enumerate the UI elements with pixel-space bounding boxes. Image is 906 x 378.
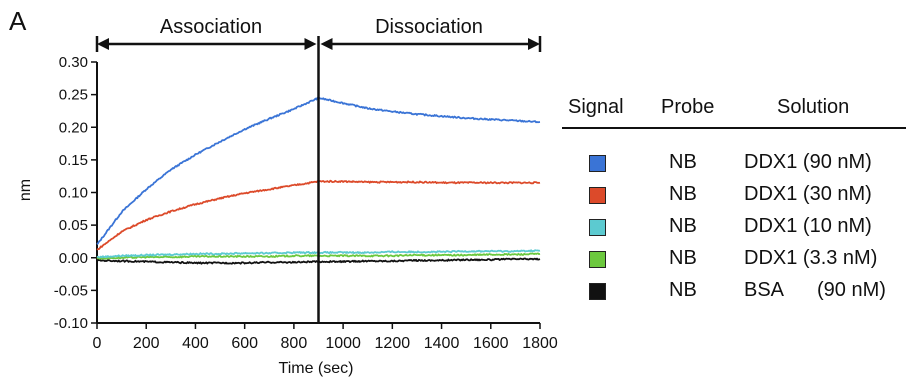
legend-solution: DDX1 (90 nM) — [744, 151, 872, 173]
y-tick-label: 0.30 — [59, 54, 88, 71]
legend-header-solution: Solution — [777, 96, 850, 118]
legend-solution: DDX1 (30 nM) — [744, 183, 872, 205]
legend-solution-concentration: (90 nM) — [817, 279, 886, 301]
x-tick-label: 600 — [231, 335, 258, 352]
x-tick-label: 1800 — [522, 335, 558, 352]
phase-label-association: Association — [160, 16, 262, 38]
x-axis-label: Time (sec) — [279, 360, 354, 377]
binding-kinetics-chart: A Association Dissociation 0 200 400 600 800… — [9, 6, 558, 377]
legend-row: NB DDX1 (90 nM) — [560, 151, 906, 181]
y-tick-label: 0.05 — [59, 217, 88, 234]
legend-probe: NB — [669, 151, 697, 173]
legend-solution: DDX1 (3.3 nM) — [744, 247, 878, 269]
phase-arrow-head — [97, 38, 109, 50]
legend-row: NB BSA (90 nM) — [560, 279, 906, 309]
phase-arrow-head — [304, 38, 317, 50]
legend-swatch — [589, 251, 606, 268]
legend-swatch — [589, 283, 606, 300]
x-tick-label: 1600 — [473, 335, 509, 352]
legend-row: NB DDX1 (10 nM) — [560, 215, 906, 245]
legend-header-signal: Signal — [568, 96, 624, 118]
panel-label: A — [9, 6, 27, 36]
phase-label-dissociation: Dissociation — [375, 16, 483, 38]
legend-swatch — [589, 219, 606, 236]
x-tick-label: 400 — [182, 335, 209, 352]
x-tick-label: 1400 — [424, 335, 460, 352]
legend-header-rule — [562, 127, 906, 129]
phase-arrow-head — [528, 38, 540, 50]
x-tick-label: 200 — [133, 335, 160, 352]
x-tick-label: 800 — [281, 335, 308, 352]
y-axis-label: nm — [17, 179, 34, 201]
legend-row: NB DDX1 (3.3 nM) — [560, 247, 906, 277]
legend-swatch — [589, 187, 606, 204]
x-tick-label: 1200 — [375, 335, 411, 352]
legend-swatch — [589, 155, 606, 172]
y-tick-label: 0.20 — [59, 119, 88, 136]
y-tick-label: 0.10 — [59, 185, 88, 202]
y-tick-label: -0.05 — [54, 282, 88, 299]
legend-solution: DDX1 (10 nM) — [744, 215, 872, 237]
x-tick-labels: 0 200 400 600 800 1000 1200 1400 1600 1800 — [93, 335, 558, 352]
phase-arrow-head — [320, 38, 333, 50]
y-tick-label: 0.25 — [59, 87, 88, 104]
y-tick-label: 0.15 — [59, 152, 88, 169]
legend-row: NB DDX1 (30 nM) — [560, 183, 906, 213]
y-tick-label: 0.00 — [59, 250, 88, 267]
legend-probe: NB — [669, 183, 697, 205]
y-tick-label: -0.10 — [54, 315, 88, 332]
x-tick-label: 1000 — [325, 335, 361, 352]
y-tick-labels: 0.30 0.25 0.20 0.15 0.10 0.05 0.00 -0.05 -0.10 — [54, 54, 88, 332]
x-tick-label: 0 — [93, 335, 102, 352]
legend-probe: NB — [669, 279, 697, 301]
phase-arrows — [95, 36, 542, 52]
legend-header-probe: Probe — [661, 96, 715, 118]
legend-probe: NB — [669, 247, 697, 269]
legend-probe: NB — [669, 215, 697, 237]
legend-solution: BSA — [744, 279, 785, 301]
axes — [91, 61, 541, 329]
